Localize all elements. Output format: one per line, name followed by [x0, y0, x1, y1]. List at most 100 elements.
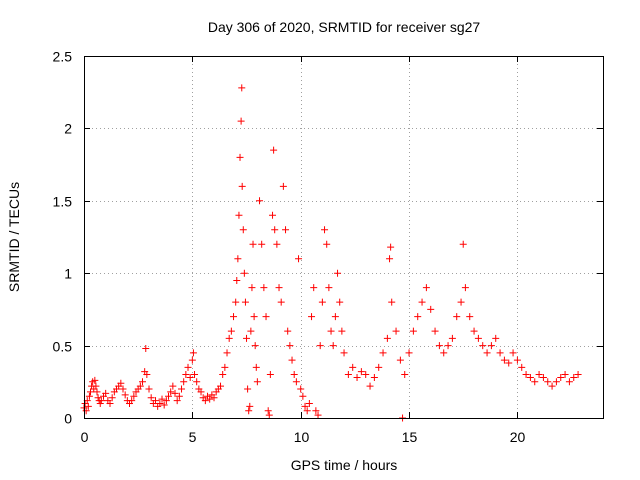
data-point — [121, 391, 129, 399]
data-point — [269, 211, 277, 219]
data-point — [375, 363, 383, 371]
data-point — [143, 371, 151, 379]
data-point — [108, 394, 116, 402]
chart-title: Day 306 of 2020, SRMTID for receiver sg2… — [208, 19, 481, 35]
data-point — [232, 298, 240, 306]
data-point — [453, 313, 461, 321]
data-point — [535, 371, 543, 379]
data-point — [470, 327, 478, 335]
data-point — [513, 356, 521, 364]
data-point — [323, 240, 331, 248]
data-point — [275, 284, 283, 292]
y-tick-label: 2 — [64, 121, 72, 137]
data-point — [557, 373, 565, 381]
data-point — [483, 349, 491, 357]
data-point — [94, 394, 102, 402]
data-point — [241, 298, 249, 306]
data-point — [85, 392, 93, 400]
data-point — [318, 298, 326, 306]
data-point — [92, 382, 100, 390]
data-point — [197, 388, 205, 396]
data-point — [448, 334, 456, 342]
data-point — [184, 363, 192, 371]
data-point — [284, 327, 292, 335]
data-point — [357, 368, 365, 376]
x-tick-label: 0 — [81, 429, 89, 445]
data-point — [162, 397, 170, 405]
data-point — [561, 371, 569, 379]
data-point — [418, 298, 426, 306]
data-point — [191, 371, 199, 379]
data-point — [238, 182, 246, 190]
data-point — [336, 298, 344, 306]
data-point — [193, 378, 201, 386]
data-point — [245, 407, 253, 415]
data-point — [299, 392, 307, 400]
data-point — [479, 342, 487, 350]
data-point — [97, 397, 105, 405]
data-point — [362, 371, 370, 379]
data-point — [87, 388, 95, 396]
data-point — [431, 327, 439, 335]
data-point — [316, 342, 324, 350]
data-point — [223, 349, 231, 357]
data-point — [273, 240, 281, 248]
data-point — [271, 226, 279, 234]
data-point — [386, 255, 394, 263]
data-point — [106, 400, 114, 408]
y-tick-label: 0.5 — [53, 339, 73, 355]
data-point — [128, 397, 136, 405]
data-point — [297, 385, 305, 393]
data-point — [492, 334, 500, 342]
y-tick-label: 1 — [64, 266, 72, 282]
data-point — [539, 373, 547, 381]
x-tick-label: 20 — [510, 429, 526, 445]
data-point — [383, 334, 391, 342]
data-point — [266, 371, 274, 379]
data-point — [518, 363, 526, 371]
data-point — [388, 298, 396, 306]
data-point — [487, 342, 495, 350]
data-point — [247, 327, 255, 335]
data-point — [244, 385, 252, 393]
data-point — [206, 395, 214, 403]
data-point — [279, 182, 287, 190]
data-point — [544, 378, 552, 386]
data-point — [178, 385, 186, 393]
data-point — [233, 276, 241, 284]
data-point — [331, 313, 339, 321]
data-point — [253, 378, 261, 386]
data-point — [440, 349, 448, 357]
data-point — [139, 378, 147, 386]
data-point — [312, 407, 320, 415]
x-tick-label: 5 — [189, 429, 197, 445]
data-point — [522, 371, 530, 379]
data-point — [321, 226, 329, 234]
data-point — [353, 373, 361, 381]
data-point — [82, 407, 90, 415]
data-point — [457, 298, 465, 306]
data-point — [500, 356, 508, 364]
data-point — [221, 363, 229, 371]
data-point — [262, 313, 270, 321]
data-point — [338, 327, 346, 335]
data-point — [102, 389, 110, 397]
data-point — [574, 371, 582, 379]
data-point — [130, 392, 138, 400]
data-point — [165, 392, 173, 400]
data-point — [158, 395, 166, 403]
data-point — [264, 407, 272, 415]
data-point — [461, 284, 469, 292]
data-point — [370, 373, 378, 381]
data-point — [250, 313, 258, 321]
data-point — [295, 255, 303, 263]
data-point — [344, 371, 352, 379]
data-point — [526, 373, 534, 381]
data-point — [173, 397, 181, 405]
data-point — [282, 226, 290, 234]
y-tick-label: 0 — [64, 411, 72, 427]
data-point — [496, 349, 504, 357]
data-point — [217, 382, 225, 390]
data-point — [474, 334, 482, 342]
